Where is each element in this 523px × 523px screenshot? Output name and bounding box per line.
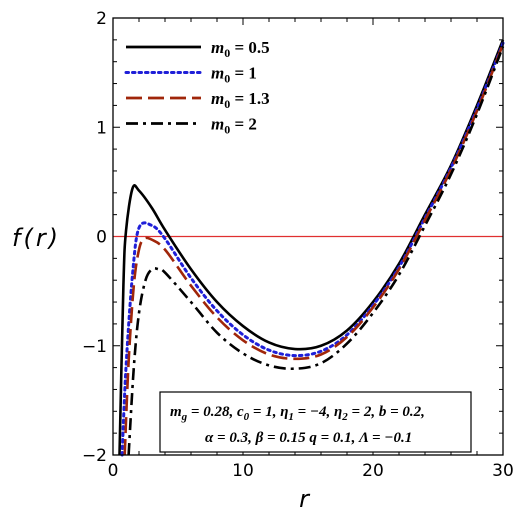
legend-symbol: m — [211, 64, 224, 83]
legend-subscript: 0 — [224, 97, 230, 111]
y-tick-label: 1 — [96, 118, 107, 138]
legend-subscript: 0 — [224, 46, 230, 60]
x-tick-label: 20 — [362, 461, 384, 481]
legend-value: = 1.3 — [230, 89, 269, 108]
annotation-line-2: α = 0.3, β = 0.15 q = 0.1, Λ = −0.1 — [205, 430, 412, 446]
legend-value: = 2 — [230, 115, 257, 134]
series-line-4 — [127, 45, 505, 456]
x-tick-label: 10 — [232, 461, 254, 481]
series-line-1 — [118, 39, 505, 456]
legend-label-2: m0 = 1 — [211, 64, 257, 86]
legend-value: = 1 — [230, 64, 257, 83]
x-tick-label: 0 — [108, 461, 119, 481]
legend: m0 = 0.5m0 = 1m0 = 1.3m0 = 2 — [124, 38, 270, 137]
y-axis-title: f(r) — [12, 224, 61, 252]
parameter-annotation: mg​ = 0.28, c0​ = 1, η1​ = −4, η2​ = 2, … — [159, 391, 472, 453]
y-tick-label: −2 — [82, 446, 107, 466]
y-tick-label: 0 — [96, 228, 107, 248]
legend-symbol: m — [211, 115, 224, 134]
tick-labels: 0 10 20 30 −2 −1 0 1 2 — [82, 9, 514, 481]
legend-subscript: 0 — [224, 123, 230, 137]
legend-symbol: m — [211, 38, 224, 57]
series-line-3 — [123, 43, 505, 456]
legend-subscript: 0 — [224, 72, 230, 86]
y-tick-label: 2 — [96, 9, 107, 29]
annotation-box — [159, 391, 472, 453]
series-layer — [118, 39, 505, 457]
annotation-line-1: mg​ = 0.28, c0​ = 1, η1​ = −4, η2​ = 2, … — [170, 404, 425, 423]
legend-symbol: m — [211, 89, 224, 108]
plot-frame — [112, 17, 504, 456]
legend-label-3: m0 = 1.3 — [211, 89, 270, 111]
x-tick-label: 30 — [492, 461, 514, 481]
x-axis-title: r — [299, 485, 311, 513]
legend-value: = 0.5 — [230, 38, 269, 57]
legend-label-1: m0 = 0.5 — [211, 38, 270, 60]
legend-label-4: m0 = 2 — [211, 115, 257, 137]
y-tick-label: −1 — [82, 337, 107, 357]
